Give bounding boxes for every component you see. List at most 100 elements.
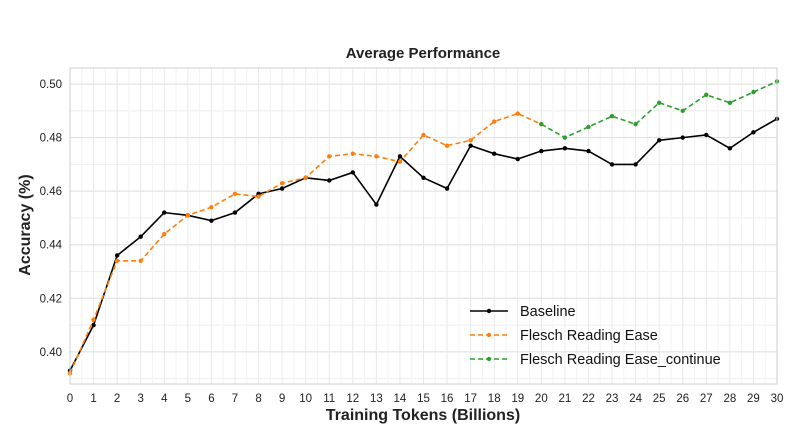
x-tick-label: 17 xyxy=(464,393,477,405)
x-tick-label: 15 xyxy=(417,393,430,405)
data-point xyxy=(539,148,544,154)
x-tick-label: 18 xyxy=(488,393,501,405)
x-tick-label: 21 xyxy=(559,393,572,405)
series-group xyxy=(67,111,544,376)
data-point xyxy=(114,258,120,264)
data-point xyxy=(185,213,191,218)
data-point xyxy=(633,162,638,167)
data-point xyxy=(397,159,403,164)
data-point xyxy=(704,132,709,138)
data-point xyxy=(680,135,685,140)
data-point xyxy=(444,143,450,148)
x-tick-label: 4 xyxy=(161,393,168,405)
data-point xyxy=(256,194,261,199)
y-tick-label: 0.46 xyxy=(40,186,62,198)
x-axis-ticks: 0 1 2 3 4 5 6 7 8 9 10 11 12 13 14 15 16 17 18 19 20 21 22 23 24… xyxy=(67,393,784,405)
data-point xyxy=(468,143,473,148)
data-point xyxy=(162,210,167,215)
x-tick-label: 12 xyxy=(346,393,359,405)
x-tick-label: 0 xyxy=(67,393,73,405)
data-point xyxy=(680,108,685,114)
data-point xyxy=(562,135,568,140)
data-point xyxy=(162,231,167,237)
data-point xyxy=(279,186,285,191)
legend-marker xyxy=(486,308,492,314)
x-tick-label: 3 xyxy=(137,393,143,405)
data-point xyxy=(656,100,662,106)
data-point xyxy=(374,154,379,159)
legend-label: Flesch Reading Ease_continue xyxy=(520,352,721,368)
x-tick-label: 30 xyxy=(771,393,784,405)
data-point xyxy=(114,253,120,258)
plot-frame xyxy=(69,67,778,385)
data-point xyxy=(492,151,497,156)
x-tick-label: 13 xyxy=(370,393,383,405)
y-axis-ticks: 0.40 0.42 0.44 0.46 0.48 0.50 xyxy=(40,79,63,359)
data-point xyxy=(209,218,214,223)
data-point xyxy=(279,180,285,186)
data-point xyxy=(751,89,756,95)
data-point xyxy=(656,138,662,143)
x-tick-label: 7 xyxy=(232,393,238,405)
data-point xyxy=(633,122,638,127)
data-point xyxy=(704,92,709,97)
x-tick-label: 2 xyxy=(114,393,120,405)
data-point xyxy=(609,114,615,119)
x-tick-label: 14 xyxy=(394,393,407,405)
y-tick-label: 0.40 xyxy=(40,347,62,359)
y-axis-label: Accuracy (%) xyxy=(17,174,34,275)
legend: Baseline Flesch Reading Ease Flesch Readin… xyxy=(470,304,721,368)
x-tick-label: 22 xyxy=(582,393,595,405)
data-point xyxy=(374,202,379,207)
x-tick-label: 26 xyxy=(676,393,689,405)
x-tick-label: 25 xyxy=(653,393,666,405)
data-point xyxy=(327,178,332,183)
x-tick-label: 10 xyxy=(299,393,312,405)
legend-marker xyxy=(486,356,492,362)
data-point xyxy=(232,191,238,197)
x-tick-label: 29 xyxy=(747,393,760,405)
data-point xyxy=(751,130,756,135)
y-tick-label: 0.48 xyxy=(40,133,62,145)
x-tick-label: 20 xyxy=(535,393,548,405)
data-point xyxy=(468,138,473,143)
x-tick-label: 9 xyxy=(279,393,285,405)
data-point xyxy=(515,156,520,162)
x-axis-label: Training Tokens (Billions) xyxy=(326,407,520,424)
x-tick-label: 24 xyxy=(629,393,642,405)
x-tick-label: 11 xyxy=(323,393,335,405)
legend-label: Flesch Reading Ease xyxy=(520,328,658,344)
data-point xyxy=(586,148,591,154)
data-point xyxy=(562,146,568,151)
data-point xyxy=(91,317,96,322)
x-tick-label: 16 xyxy=(441,393,454,405)
data-point xyxy=(138,258,143,264)
data-point xyxy=(421,132,426,138)
x-tick-label: 19 xyxy=(511,393,524,405)
legend-label: Baseline xyxy=(520,304,576,320)
series-group xyxy=(539,79,780,140)
x-tick-label: 6 xyxy=(208,393,214,405)
data-point xyxy=(515,111,520,116)
series-line xyxy=(540,80,778,139)
grid xyxy=(69,68,778,384)
data-point xyxy=(727,100,733,106)
y-tick-label: 0.42 xyxy=(40,293,62,305)
data-point xyxy=(539,122,544,127)
data-point xyxy=(138,234,143,239)
data-point xyxy=(232,210,238,215)
data-point xyxy=(727,146,733,151)
y-tick-label: 0.44 xyxy=(40,240,63,252)
data-point xyxy=(492,119,497,124)
data-point xyxy=(91,322,96,328)
data-point xyxy=(303,175,308,180)
series-lines xyxy=(67,79,780,376)
x-tick-label: 1 xyxy=(90,393,96,405)
data-point xyxy=(397,154,403,159)
data-point xyxy=(350,151,355,156)
x-tick-label: 8 xyxy=(255,393,261,405)
data-point xyxy=(350,170,355,175)
y-tick-label: 0.50 xyxy=(40,79,62,91)
x-tick-label: 5 xyxy=(185,393,191,405)
